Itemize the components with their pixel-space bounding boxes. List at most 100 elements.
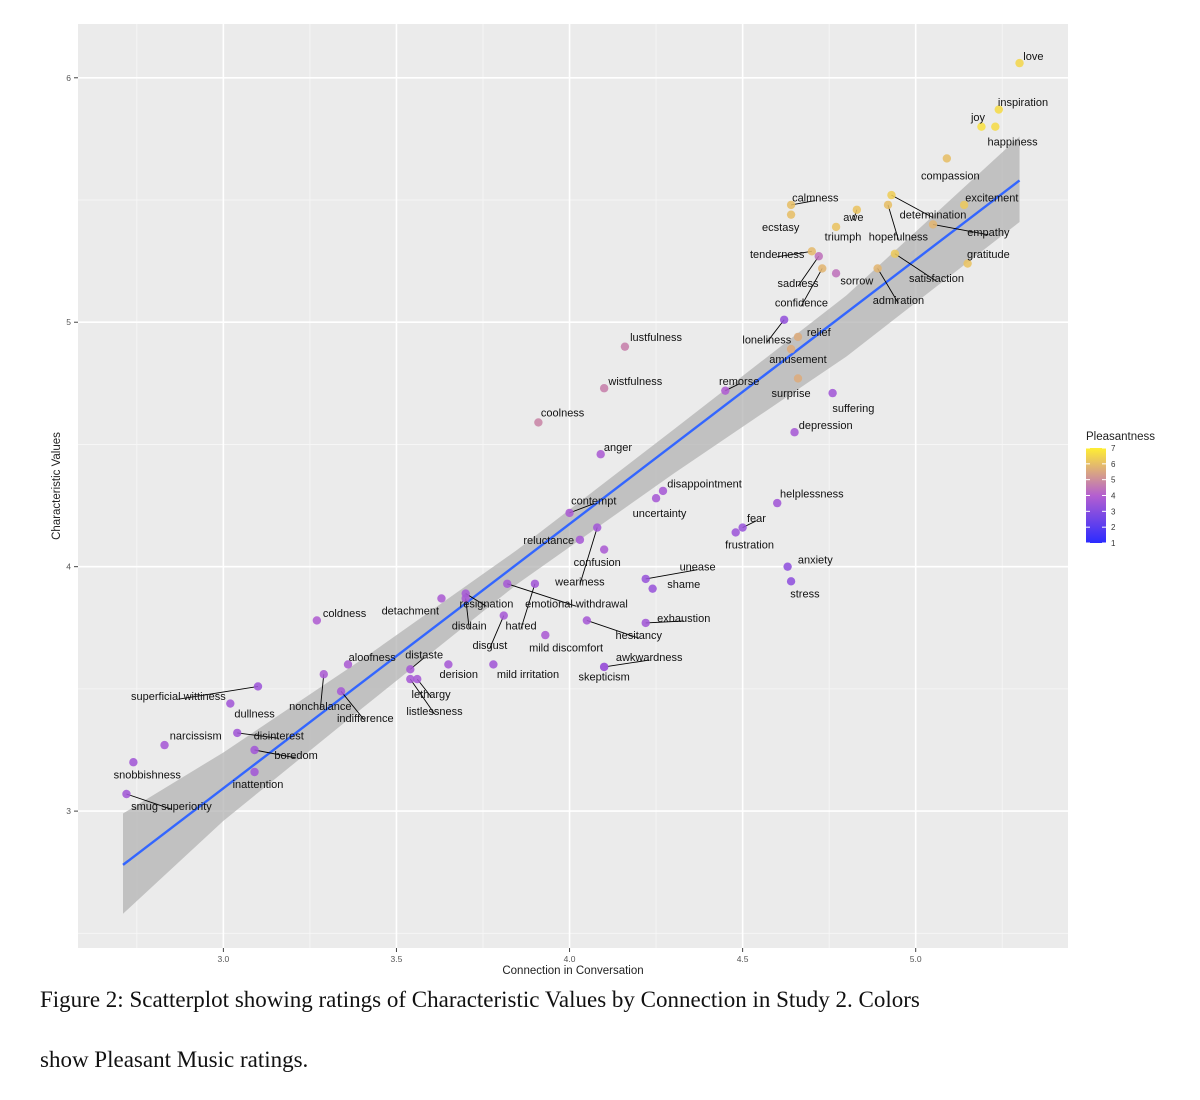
y-tick-label: 6 xyxy=(66,73,71,83)
point-label: gratitude xyxy=(967,249,1010,261)
data-point xyxy=(641,574,650,584)
leader-line xyxy=(891,194,934,219)
point-label: snobbishness xyxy=(114,769,182,781)
x-tick-label: 3.0 xyxy=(217,954,229,964)
point-label: admiration xyxy=(873,295,924,307)
data-point xyxy=(790,428,799,437)
data-point xyxy=(783,562,792,571)
figure-caption-line-1: Figure 2: Scatterplot showing ratings of… xyxy=(40,987,920,1012)
point-label: uncertainty xyxy=(633,508,687,520)
point-label: reluctance xyxy=(523,535,574,547)
point-label: unease xyxy=(680,562,716,574)
point-label: weariness xyxy=(554,576,605,588)
figure-caption-line-2: show Pleasant Music ratings. xyxy=(40,1047,309,1072)
legend-tick-label: 3 xyxy=(1111,507,1116,516)
point-label: inattention xyxy=(233,779,284,791)
data-point xyxy=(530,579,540,588)
point-label: listlessness xyxy=(406,706,463,718)
point-label: confusion xyxy=(574,557,621,569)
point-label: smug superiority xyxy=(131,801,212,813)
data-point xyxy=(814,252,823,261)
leader-line xyxy=(507,583,577,607)
point-label: awe xyxy=(843,212,863,224)
point-label: hopefulness xyxy=(869,232,929,244)
data-point xyxy=(541,630,550,640)
data-point xyxy=(807,247,817,256)
point-label: nonchalance xyxy=(289,701,351,713)
data-point xyxy=(786,344,796,354)
point-label: surprise xyxy=(772,388,811,400)
x-tick-label: 4.0 xyxy=(564,954,576,964)
data-point xyxy=(406,674,415,684)
data-point xyxy=(444,660,453,669)
point-label: stress xyxy=(790,589,820,601)
point-label: sadness xyxy=(778,278,819,290)
point-label: skepticism xyxy=(578,672,629,684)
leader-line xyxy=(645,569,698,580)
point-label: disdain xyxy=(452,620,487,632)
point-label: joy xyxy=(970,112,986,124)
point-label: awkwardness xyxy=(616,652,683,664)
y-tick-label: 4 xyxy=(66,562,71,572)
point-label: indifference xyxy=(337,713,394,725)
point-label: hatred xyxy=(505,620,536,632)
point-label: fear xyxy=(747,513,766,525)
data-point xyxy=(233,728,242,738)
point-label: determination xyxy=(900,210,967,222)
leader-line xyxy=(801,268,823,306)
data-point xyxy=(793,374,803,383)
data-point xyxy=(406,665,415,674)
data-point xyxy=(818,264,827,273)
data-point xyxy=(786,210,796,219)
data-point xyxy=(738,523,747,532)
point-label: sorrow xyxy=(840,276,873,288)
point-label: resignation xyxy=(460,598,514,610)
data-point xyxy=(991,122,1000,131)
legend-title: Pleasantness xyxy=(1086,431,1155,443)
data-point xyxy=(122,789,131,799)
legend-tick-label: 5 xyxy=(1111,476,1116,485)
data-point xyxy=(250,745,259,755)
data-point xyxy=(959,200,969,210)
leader-line xyxy=(489,615,505,649)
data-points xyxy=(122,58,1024,799)
point-label: narcissism xyxy=(170,730,222,742)
data-point xyxy=(461,594,470,603)
leader-line xyxy=(887,204,899,240)
y-tick-label: 3 xyxy=(66,806,71,816)
point-label: satisfaction xyxy=(909,273,964,285)
x-tick-label: 5.0 xyxy=(910,954,922,964)
leader-line xyxy=(126,793,172,810)
data-point xyxy=(651,494,661,503)
confidence-ribbon xyxy=(123,136,1020,914)
data-point xyxy=(593,523,602,532)
data-point xyxy=(437,594,446,603)
leader-line xyxy=(797,255,820,287)
data-point xyxy=(343,660,353,669)
point-label: ecstasy xyxy=(762,222,800,234)
y-tick-label: 5 xyxy=(66,317,71,327)
point-label: amusement xyxy=(769,354,826,366)
legend-tick-label: 2 xyxy=(1111,523,1116,532)
data-point xyxy=(253,682,263,691)
data-point xyxy=(599,384,609,393)
leader-line xyxy=(569,503,594,514)
point-label: hesitancy xyxy=(616,630,663,642)
data-point xyxy=(413,674,422,684)
leader-line xyxy=(894,253,937,282)
data-point xyxy=(599,662,609,672)
y-axis-ticks: 3 4 5 6 xyxy=(66,73,78,816)
data-point xyxy=(883,200,893,210)
data-point xyxy=(963,259,972,268)
data-point xyxy=(793,332,803,342)
x-axis-ticks: 3.0 3.5 4.0 4.5 5.0 xyxy=(217,948,922,964)
leader-line xyxy=(409,678,435,715)
x-tick-label: 4.5 xyxy=(737,954,749,964)
x-axis-label: Connection in Conversation xyxy=(502,965,643,977)
point-label: anger xyxy=(604,442,632,454)
legend-tick-label: 6 xyxy=(1111,460,1116,469)
point-label: anxiety xyxy=(798,554,833,566)
leader-line xyxy=(579,527,598,585)
point-label: happiness xyxy=(988,136,1039,148)
point-label: distaste xyxy=(405,650,443,662)
